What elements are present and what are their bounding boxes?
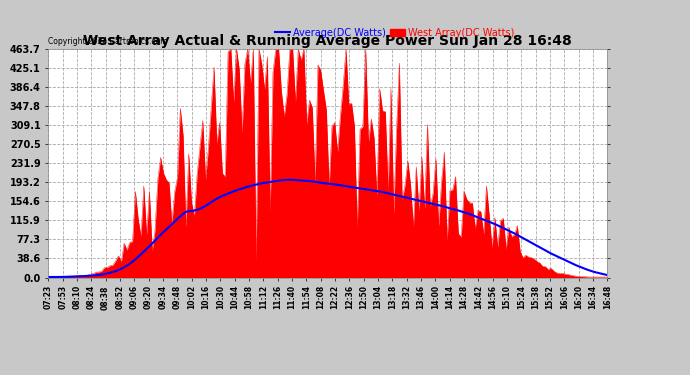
- Text: Copyright 2024 Cartronics.com: Copyright 2024 Cartronics.com: [48, 38, 168, 46]
- Title: West Array Actual & Running Average Power Sun Jan 28 16:48: West Array Actual & Running Average Powe…: [83, 34, 572, 48]
- Legend: Average(DC Watts), West Array(DC Watts): Average(DC Watts), West Array(DC Watts): [271, 24, 518, 42]
